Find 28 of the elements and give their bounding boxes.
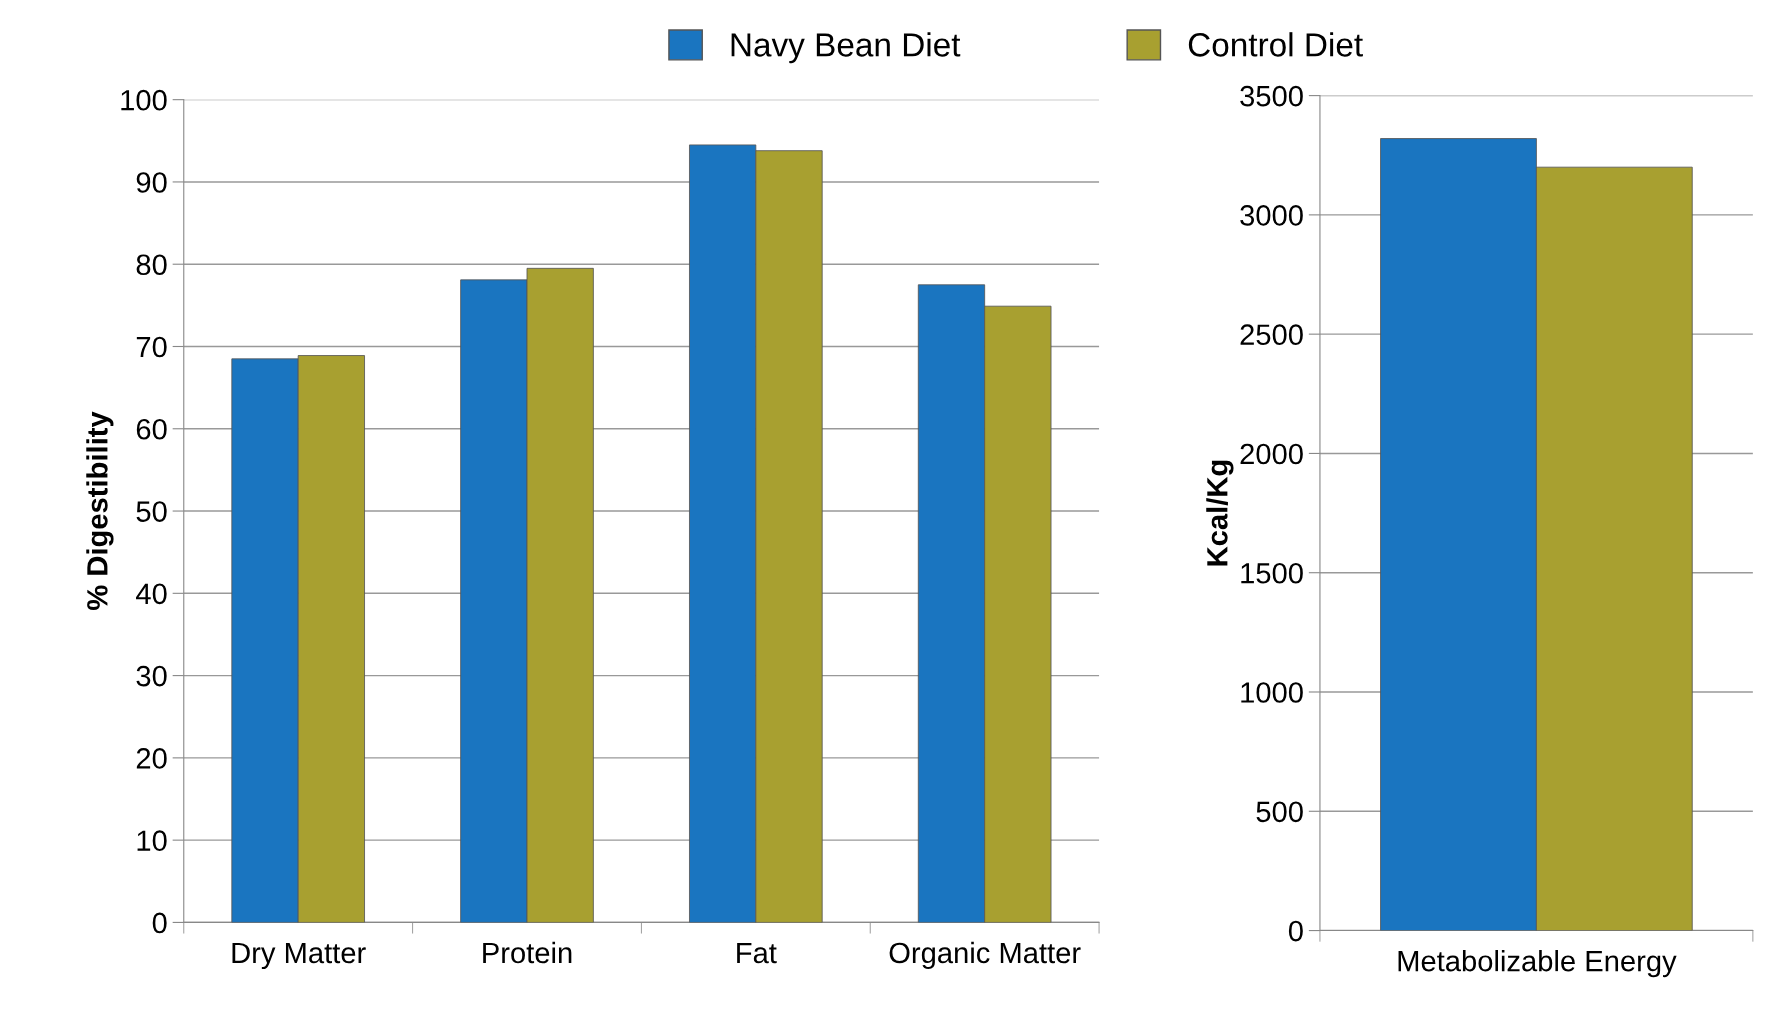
y-tick-label: 0: [152, 912, 167, 934]
y-axis-title: Kcal/Kg: [1206, 460, 1234, 566]
y-tick-label: 2500: [1240, 324, 1303, 346]
y-tick-label: 100: [121, 89, 167, 111]
x-tick-label: Metabolizable Energy: [1398, 950, 1677, 978]
y-axis-title: % Digestibility: [86, 411, 114, 610]
y-tick-label: 20: [136, 748, 167, 769]
y-tick-label: 2000: [1240, 443, 1303, 465]
y-tick-label: 10: [137, 830, 167, 851]
legend-label: Control Diet: [1188, 32, 1363, 57]
y-tick-label: 1500: [1241, 562, 1303, 584]
y-tick-label: 80: [136, 254, 167, 276]
y-tick-label: 90: [136, 172, 167, 193]
y-tick-label: 1000: [1241, 682, 1303, 703]
x-tick-label: Dry Matter: [232, 942, 366, 970]
x-tick-label: Protein: [483, 941, 572, 964]
y-tick-label: 30: [136, 665, 167, 687]
y-tick-label: 0: [1288, 920, 1303, 942]
y-tick-label: 70: [136, 336, 167, 358]
y-tick-label: 3500: [1240, 85, 1303, 107]
x-tick-label: Organic Matter: [889, 941, 1081, 970]
y-tick-label: 50: [136, 501, 167, 522]
y-tick-label: 3000: [1240, 205, 1303, 226]
x-tick-label: Fat: [737, 942, 777, 964]
legend-label: Navy Bean Diet: [731, 32, 961, 64]
y-tick-label: 500: [1256, 801, 1303, 823]
y-tick-label: 60: [136, 418, 167, 440]
y-tick-label: 40: [136, 583, 167, 605]
